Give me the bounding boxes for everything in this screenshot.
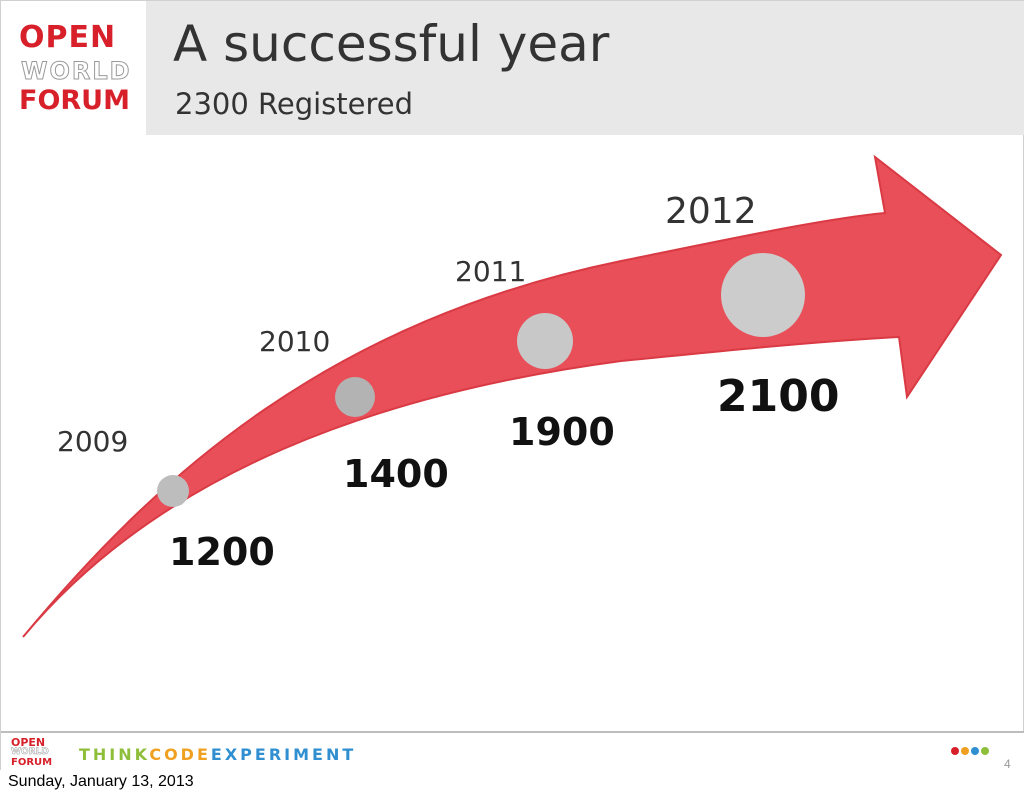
year-label-2009: 2009 — [57, 425, 128, 458]
footer-dot — [971, 747, 979, 755]
value-label-2010: 1400 — [343, 452, 449, 496]
slide-footer: OPEN WORLD FORUM THINKCODEEXPERIMENT 4 — [1, 731, 1024, 771]
footer-dot — [961, 747, 969, 755]
year-label-2011: 2011 — [455, 255, 526, 288]
open-world-forum-logo: OPEN WORLD FORUM — [19, 23, 134, 123]
value-label-2009: 1200 — [169, 530, 275, 574]
value-label-2011: 1900 — [509, 410, 615, 454]
value-label-2012: 2100 — [717, 371, 839, 422]
footer-dots-decoration — [951, 747, 991, 757]
wordmark-part-experiment: EXPERIMENT — [210, 745, 357, 764]
footer-logo-line-forum: FORUM — [11, 757, 53, 768]
milestone-dot-2011 — [517, 313, 573, 369]
wordmark-part-think: THINK — [79, 745, 150, 764]
milestone-dot-2012 — [721, 253, 805, 337]
year-label-2010: 2010 — [259, 325, 330, 358]
footer-logo-line-world: WORLD — [11, 747, 49, 757]
footer-dot — [951, 747, 959, 755]
date-caption: Sunday, January 13, 2013 — [8, 773, 194, 790]
growth-timeline-diagram: 2009 2010 2011 2012 1200 1400 1900 2100 — [22, 154, 1003, 638]
slide-title: A successful year — [173, 15, 610, 73]
slide-subtitle: 2300 Registered — [175, 87, 414, 121]
milestone-dot-2010 — [335, 377, 375, 417]
slide: OPEN WORLD FORUM A successful year 2300 … — [0, 0, 1024, 771]
logo-line-open: OPEN — [19, 20, 117, 55]
footer-dot — [981, 747, 989, 755]
year-label-2012: 2012 — [665, 191, 757, 232]
footer-open-world-forum-logo: OPEN WORLD FORUM — [11, 737, 63, 769]
thinkcodeexperiment-logo: THINKCODEEXPERIMENT — [79, 745, 356, 764]
wordmark-part-code: CODE — [149, 745, 211, 764]
header-band — [146, 1, 1024, 135]
logo-line-forum: FORUM — [19, 85, 130, 116]
footer-logo-line-open: OPEN — [11, 736, 46, 749]
milestone-dot-2009 — [157, 475, 189, 507]
slide-number: 4 — [1004, 757, 1011, 771]
logo-line-world: WORLD — [21, 57, 132, 85]
